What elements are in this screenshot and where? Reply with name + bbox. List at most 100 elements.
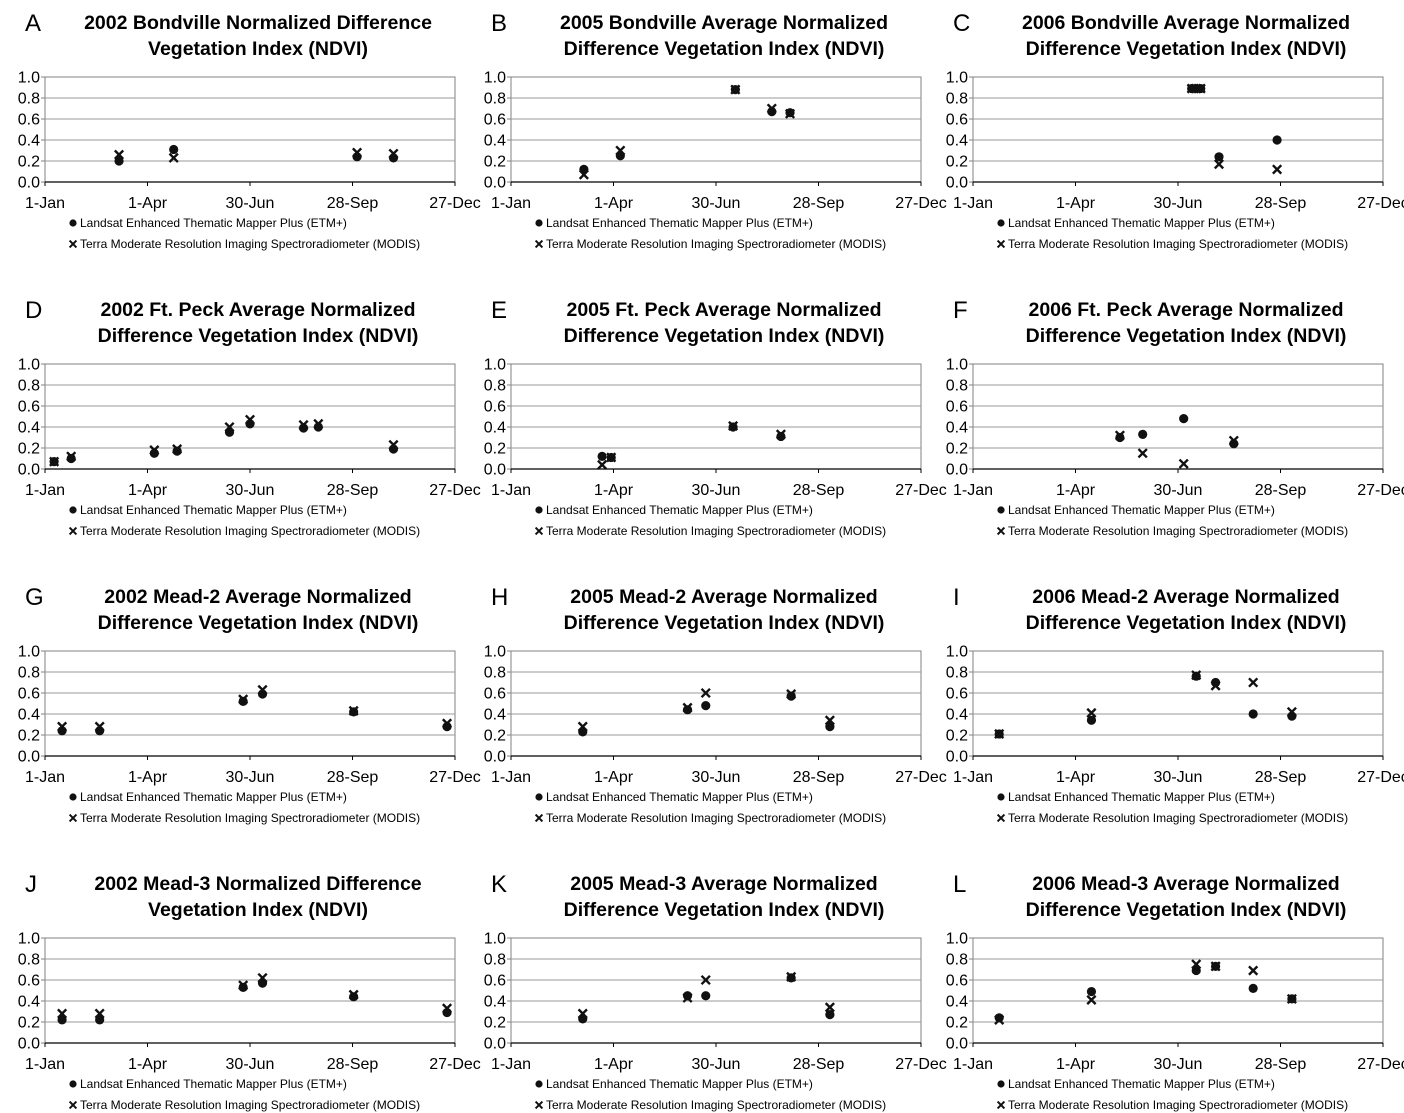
modis-data-point xyxy=(238,980,249,991)
legend-modis-label: Terra Moderate Resolution Imaging Spectr… xyxy=(80,1098,420,1112)
modis-marker-stroke xyxy=(298,419,309,430)
y-tick-label: 0.4 xyxy=(946,420,968,437)
y-tick-label: 0.0 xyxy=(946,1036,968,1053)
modis-marker-stroke xyxy=(441,718,453,729)
etm-data-point xyxy=(825,1010,835,1020)
panel-letter: H xyxy=(491,584,508,611)
x-tick-label: 28-Sep xyxy=(1255,195,1307,212)
y-tick-label: 0.4 xyxy=(18,133,40,150)
legend-modis-stroke xyxy=(996,526,1006,536)
chart-title-line: 2005 Ft. Peck Average Normalized xyxy=(566,299,881,321)
chart-title-line: 2006 Ft. Peck Average Normalized xyxy=(1028,299,1343,321)
x-tick-label: 28-Sep xyxy=(793,769,845,786)
etm-data-point xyxy=(682,991,693,1001)
chart-panel-j: J 2002 Mead-3 Normalized Difference Vegeta… xyxy=(18,871,481,1112)
y-tick-label: 1.0 xyxy=(18,357,40,374)
modis-data-point xyxy=(1213,159,1225,170)
modis-data-point xyxy=(1248,965,1259,976)
modis-marker-stroke xyxy=(1178,458,1189,469)
chart-panel-k: K 2005 Mead-3 Average Normalized Differenc… xyxy=(484,871,947,1112)
modis-marker-stroke xyxy=(824,1002,835,1013)
x-tick-label: 28-Sep xyxy=(1255,769,1307,786)
chart-title-line: 2002 Mead-2 Average Normalized xyxy=(104,586,411,608)
plot-area xyxy=(972,363,1384,470)
y-tick-label: 1.0 xyxy=(484,357,506,374)
modis-data-point xyxy=(388,148,399,159)
modis-data-point xyxy=(388,439,399,450)
y-tick-label: 0.2 xyxy=(18,154,40,171)
modis-marker-stroke xyxy=(49,456,60,467)
etm-data-point xyxy=(825,722,835,732)
legend-modis-marker xyxy=(534,239,544,249)
modis-data-point xyxy=(149,445,160,456)
x-tick-label: 28-Sep xyxy=(1255,1056,1307,1073)
chart-panel-d: D 2002 Ft. Peck Average Normalized Differe… xyxy=(18,297,481,538)
x-tick-label: 30-Jun xyxy=(692,1056,741,1073)
y-tick-label: 0.2 xyxy=(946,728,968,745)
x-tick-label: 1-Apr xyxy=(1056,195,1096,212)
y-tick-label: 0.2 xyxy=(946,1015,968,1032)
modis-marker-stroke xyxy=(1228,435,1239,446)
legend-modis-marker xyxy=(996,813,1006,823)
etm-data-point xyxy=(682,705,693,715)
y-tick-label: 0.8 xyxy=(946,665,968,682)
etm-data-point xyxy=(95,1015,105,1025)
panel-letter: G xyxy=(25,584,44,611)
modis-data-point xyxy=(597,459,608,470)
modis-data-point xyxy=(57,1008,68,1019)
modis-data-point xyxy=(49,456,60,467)
x-tick-label: 30-Jun xyxy=(1154,1056,1203,1073)
chart-title-line: 2005 Bondville Average Normalized xyxy=(560,12,888,34)
chart-panel-f: F 2006 Ft. Peck Average Normalized Differe… xyxy=(946,297,1404,538)
y-tick-label: 1.0 xyxy=(484,70,506,87)
chart-title-line: Difference Vegetation Index (NDVI) xyxy=(98,325,419,347)
legend-modis-label: Terra Moderate Resolution Imaging Spectr… xyxy=(80,237,420,251)
modis-data-point xyxy=(1272,164,1283,175)
legend-modis-marker xyxy=(534,813,544,823)
modis-data-point xyxy=(313,418,324,429)
y-tick-label: 0.4 xyxy=(946,994,968,1011)
etm-data-point xyxy=(786,691,796,701)
etm-data-point xyxy=(1086,715,1097,725)
etm-data-point xyxy=(1115,432,1125,443)
modis-marker-stroke xyxy=(57,721,68,732)
chart-panel-e: E 2005 Ft. Peck Average Normalized Differe… xyxy=(484,297,947,538)
chart-title-line: 2006 Bondville Average Normalized xyxy=(1022,12,1350,34)
legend-modis-marker xyxy=(534,1100,544,1110)
modis-data-point xyxy=(1178,458,1189,469)
legend-etm-label: Landsat Enhanced Thematic Mapper Plus (E… xyxy=(80,503,347,517)
y-tick-label: 1.0 xyxy=(18,644,40,661)
modis-marker-stroke xyxy=(775,429,786,440)
y-tick-label: 0.8 xyxy=(18,378,40,395)
y-tick-label: 0.8 xyxy=(484,91,506,108)
y-tick-label: 0.8 xyxy=(18,952,40,969)
y-tick-label: 0.6 xyxy=(946,686,968,703)
y-tick-label: 0.6 xyxy=(18,112,40,129)
chart-title-line: 2002 Ft. Peck Average Normalized xyxy=(100,299,415,321)
plot-area xyxy=(44,76,456,183)
legend-etm-marker xyxy=(69,219,77,227)
x-tick-label: 1-Jan xyxy=(25,769,65,786)
modis-data-point xyxy=(577,721,588,732)
modis-marker-stroke xyxy=(1191,670,1202,681)
modis-marker-stroke xyxy=(786,689,797,700)
x-tick-label: 30-Jun xyxy=(226,1056,275,1073)
legend-modis-marker xyxy=(68,1100,78,1110)
x-tick-label: 1-Apr xyxy=(128,195,168,212)
plot-area xyxy=(44,363,456,470)
etm-data-point xyxy=(1086,986,1097,997)
modis-marker-stroke xyxy=(441,1003,453,1014)
etm-data-point xyxy=(172,446,182,456)
chart-title-line: Difference Vegetation Index (NDVI) xyxy=(564,612,885,634)
legend-modis-stroke xyxy=(534,239,544,249)
modis-marker-stroke xyxy=(348,989,359,1000)
legend-modis-marker xyxy=(68,239,78,249)
y-tick-label: 0.0 xyxy=(18,749,40,766)
panel-letter: L xyxy=(953,871,966,898)
chart-title-line: 2002 Bondville Normalized Difference xyxy=(84,12,432,34)
modis-data-point xyxy=(257,684,268,695)
x-tick-label: 1-Apr xyxy=(594,195,634,212)
modis-data-point xyxy=(224,421,235,433)
modis-marker-stroke xyxy=(66,451,77,462)
modis-marker-stroke xyxy=(578,169,589,180)
